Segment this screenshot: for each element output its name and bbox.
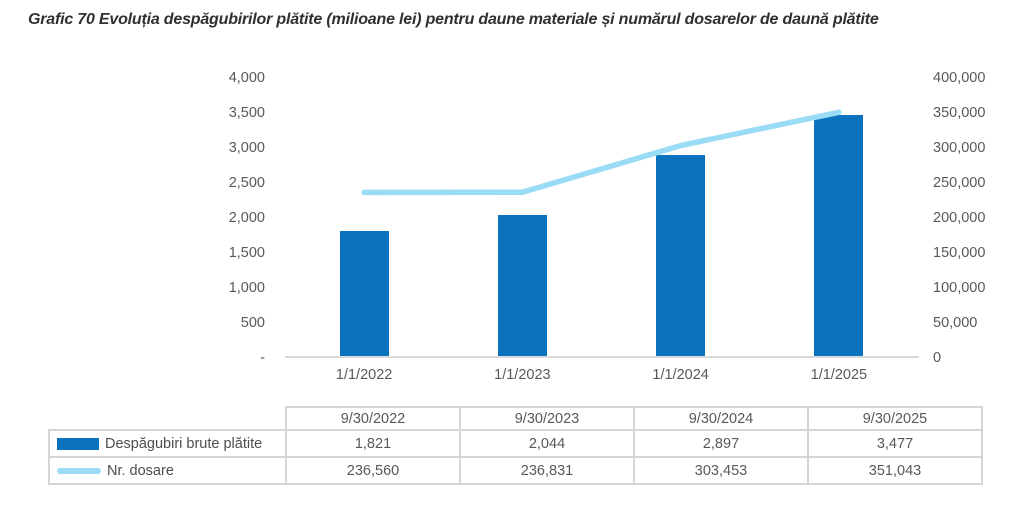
left-axis-tick: 3,500: [228, 105, 265, 121]
left-axis-tick: 2,500: [228, 175, 265, 191]
left-axis-tick: -: [260, 350, 265, 366]
left-axis-tick: 500: [240, 315, 265, 331]
table-header-row: 9/30/2022 9/30/2023 9/30/2024 9/30/2025: [49, 406, 983, 431]
table-cell: 1,821: [285, 429, 461, 458]
left-axis-tick: 4,000: [228, 70, 265, 86]
right-axis-tick: 350,000: [933, 105, 986, 121]
x-axis-label: 1/1/2023: [494, 367, 551, 383]
table-corner-cell: [49, 407, 286, 430]
table-cell: 3,477: [807, 429, 983, 458]
bar-legend-swatch-icon: [57, 437, 99, 450]
chart-title: Grafic 70 Evoluția despăgubirilor plătit…: [28, 11, 879, 28]
left-axis-tick: 1,500: [228, 245, 265, 261]
table-col-header: 9/30/2023: [459, 406, 635, 431]
x-axis-label: 1/1/2025: [810, 367, 868, 383]
table-col-header: 9/30/2022: [285, 406, 461, 431]
left-axis-tick: 1,000: [228, 280, 265, 296]
bar-1/1/2023: [497, 214, 547, 358]
table-cell: 236,560: [285, 456, 461, 485]
table-cell: 2,897: [633, 429, 809, 458]
right-axis-tick: 200,000: [933, 210, 986, 226]
x-axis-label: 1/1/2024: [652, 367, 709, 383]
legend-cell-nr-dosare: Nr. dosare: [48, 456, 287, 485]
right-axis-tick: 400,000: [933, 70, 986, 86]
right-axis-tick: 50,000: [933, 315, 978, 331]
bar-1/1/2025: [814, 114, 864, 358]
right-axis-tick: 0: [933, 350, 942, 366]
bar-1/1/2022: [339, 230, 389, 358]
line-legend-swatch-icon: [57, 467, 101, 474]
bar-1/1/2024: [656, 155, 706, 358]
table-row-despagubiri: Despăgubiri brute plătite 1,821 2,044 2,…: [48, 429, 983, 458]
right-axis-tick: 250,000: [933, 175, 986, 191]
table-cell: 236,831: [459, 456, 635, 485]
table-cell: 303,453: [633, 456, 809, 485]
table-row-nr-dosare: Nr. dosare 236,560 236,831 303,453 351,0…: [48, 456, 983, 485]
legend-label: Nr. dosare: [107, 462, 174, 479]
left-axis-tick: 3,000: [228, 140, 265, 156]
x-axis-line: [285, 356, 919, 358]
table-cell: 2,044: [459, 429, 635, 458]
x-axis-label: 1/1/2022: [335, 367, 393, 383]
right-axis-tick: 300,000: [933, 140, 986, 156]
legend-cell-despagubiri: Despăgubiri brute plătite: [48, 429, 287, 458]
data-table: 9/30/2022 9/30/2023 9/30/2024 9/30/2025 …: [48, 406, 983, 485]
right-axis-tick: 100,000: [933, 280, 986, 296]
table-col-header: 9/30/2025: [807, 406, 983, 431]
table-col-header: 9/30/2024: [633, 406, 809, 431]
legend-label: Despăgubiri brute plătite: [105, 435, 263, 452]
table-cell: 351,043: [807, 456, 983, 485]
left-axis-tick: 2,000: [228, 210, 265, 226]
right-axis-tick: 150,000: [933, 245, 986, 261]
